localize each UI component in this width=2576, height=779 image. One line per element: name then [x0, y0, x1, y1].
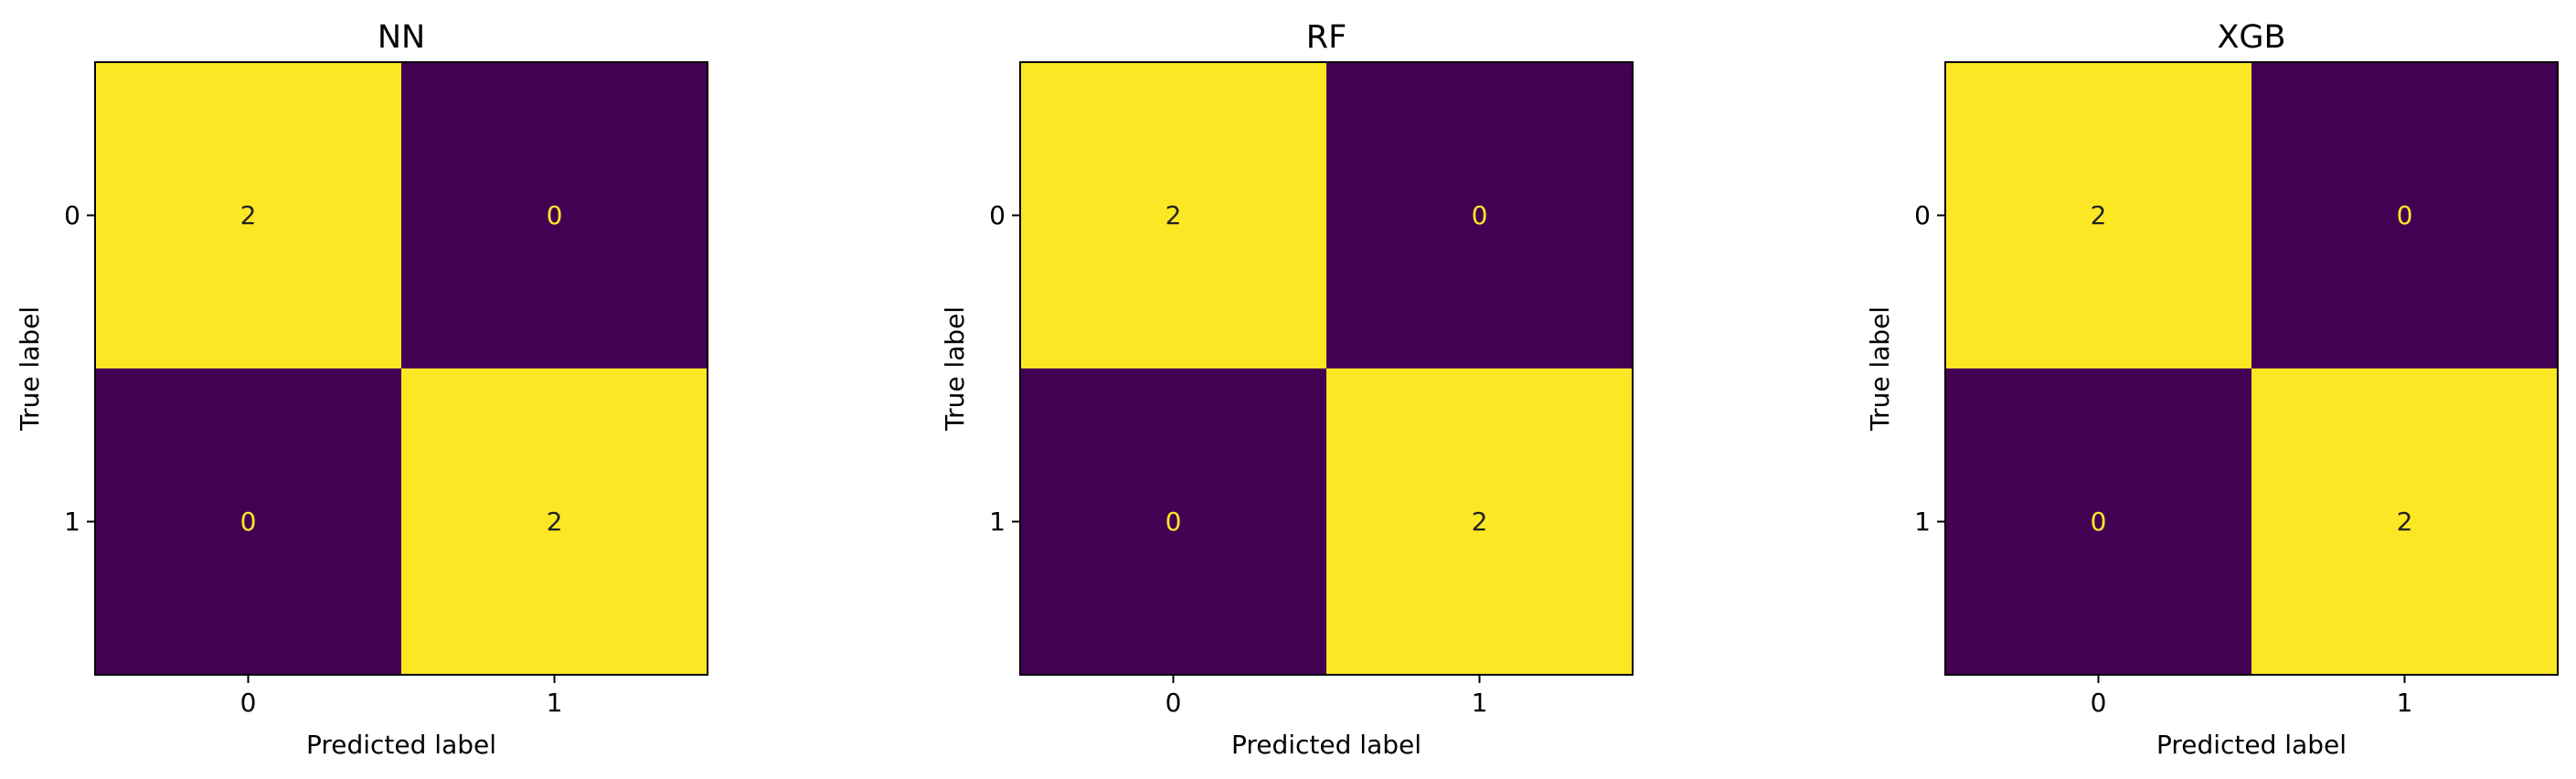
x-tick-label: 1 — [1472, 688, 1488, 718]
x-tick-label: 1 — [547, 688, 563, 718]
x-tick-label: 0 — [1166, 688, 1182, 718]
axes-frame — [94, 61, 708, 676]
cell-value-label: 0 — [1166, 507, 1182, 537]
cell-value-label: 0 — [547, 200, 563, 230]
heatmap-cell-r1-c0 — [95, 368, 401, 675]
x-axis-label: Predicted label — [306, 730, 496, 760]
cell-value-label: 0 — [2091, 507, 2107, 537]
cell-value-label: 2 — [240, 200, 257, 230]
heatmap-cell-r0-c0 — [1945, 62, 2251, 368]
x-axis-label: Predicted label — [2156, 730, 2347, 760]
heatmap-cell-r1-c1 — [2251, 368, 2558, 675]
heatmap-cell-r0-c0 — [95, 62, 401, 368]
y-axis-label: True label — [15, 306, 45, 432]
y-axis-label: True label — [1865, 306, 1895, 432]
y-tick-label: 0 — [989, 200, 1006, 230]
axes-frame — [1019, 61, 1634, 676]
y-axis-label: True label — [940, 306, 970, 432]
chart-title: NN — [378, 19, 425, 56]
x-tick-label: 1 — [2397, 688, 2413, 718]
cell-value-label: 0 — [2397, 200, 2413, 230]
chart-title: RF — [1306, 19, 1347, 56]
axes-frame — [1944, 61, 2559, 676]
x-axis-label: Predicted label — [1231, 730, 1421, 760]
x-tick-label: 0 — [240, 688, 257, 718]
confusion-matrix-panel-nn: 2 0 0 2 0 1 0 1 NN Predicted label True label — [15, 19, 708, 760]
heatmap-cell-r1-c0 — [1945, 368, 2251, 675]
heatmap-cell-r0-c1 — [1326, 62, 1633, 368]
confusion-matrix-panel-xgb: 2 0 0 2 0 1 0 1 XGB Predicted label True label — [1865, 19, 2559, 760]
y-tick-label: 1 — [1914, 507, 1931, 537]
heatmap-cell-r0-c0 — [1020, 62, 1326, 368]
heatmap-cell-r1-c1 — [401, 368, 708, 675]
cell-value-label: 2 — [2091, 200, 2107, 230]
cell-value-label: 2 — [547, 507, 563, 537]
y-tick-label: 1 — [989, 507, 1006, 537]
heatmap-cell-r0-c1 — [401, 62, 708, 368]
cell-value-label: 0 — [1472, 200, 1488, 230]
heatmap-cell-r1-c1 — [1326, 368, 1633, 675]
confusion-matrix-panel-rf: 2 0 0 2 0 1 0 1 RF Predicted label True label — [940, 19, 1634, 760]
heatmap-cell-r0-c1 — [2251, 62, 2558, 368]
cell-value-label: 2 — [1472, 507, 1488, 537]
cell-value-label: 0 — [240, 507, 257, 537]
cell-value-label: 2 — [1166, 200, 1182, 230]
y-tick-label: 0 — [64, 200, 80, 230]
y-tick-label: 0 — [1914, 200, 1931, 230]
x-tick-label: 0 — [2091, 688, 2107, 718]
chart-title: XGB — [2217, 19, 2285, 56]
y-tick-label: 1 — [64, 507, 80, 537]
heatmap-cell-r1-c0 — [1020, 368, 1326, 675]
cell-value-label: 2 — [2397, 507, 2413, 537]
